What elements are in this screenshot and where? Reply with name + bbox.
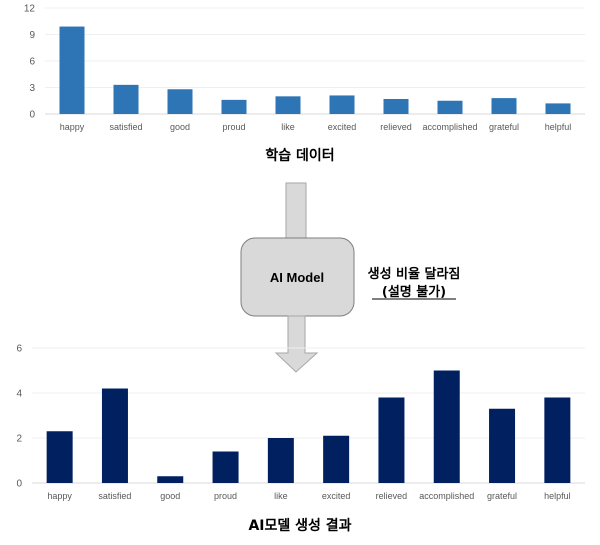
x-tick-label: like: [274, 491, 288, 501]
ai-model-label: AI Model: [270, 270, 324, 285]
x-tick-label: grateful: [487, 491, 517, 501]
y-tick-label: 0: [16, 479, 22, 490]
bar-relieved: [378, 397, 405, 483]
x-tick-label: accomplished: [422, 122, 477, 132]
x-tick-label: happy: [47, 491, 72, 501]
bar-satisfied: [113, 84, 139, 114]
x-tick-label: grateful: [489, 122, 519, 132]
y-tick-label: 6: [29, 57, 35, 68]
y-tick-label: 0: [29, 110, 35, 121]
ratio-note-line2: (설명 불가): [382, 284, 446, 300]
bar-happy: [46, 431, 73, 483]
chart1-caption: 학습 데이터: [265, 147, 334, 164]
x-tick-label: relieved: [380, 122, 412, 132]
bar-helpful: [544, 397, 571, 483]
x-tick-label: excited: [328, 122, 357, 132]
bar-happy: [59, 26, 85, 114]
ai-output-chart: 0 2 4 6 happy satisfied good proud like excited re…: [16, 344, 585, 501]
x-tick-label: good: [170, 122, 190, 132]
flow-arrow-head: [274, 315, 319, 373]
y-tick-label: 4: [16, 389, 22, 400]
bar-good: [167, 89, 193, 114]
bar-helpful: [545, 103, 571, 114]
x-tick-label: satisfied: [98, 491, 131, 501]
x-tick-label: excited: [322, 491, 351, 501]
bar-like: [275, 96, 301, 114]
bar-accomplished: [433, 370, 460, 483]
bar-good: [157, 476, 184, 483]
x-tick-label: proud: [222, 122, 245, 132]
x-tick-label: satisfied: [109, 122, 142, 132]
ratio-note-line1: 생성 비율 달라짐: [368, 266, 461, 282]
training-data-chart: 0 3 6 9 12 happy satisfied good proud like excited…: [24, 4, 585, 132]
bar-accomplished: [437, 100, 463, 114]
bar-proud: [212, 451, 239, 483]
bar-grateful: [491, 98, 517, 114]
bar-proud: [221, 99, 247, 114]
x-tick-label: helpful: [544, 491, 571, 501]
bar-satisfied: [101, 388, 128, 483]
y-tick-label: 6: [16, 344, 22, 355]
bar-excited: [323, 435, 350, 483]
x-tick-label: like: [281, 122, 295, 132]
y-tick-label: 9: [29, 30, 35, 41]
y-tick-label: 12: [24, 4, 36, 15]
x-tick-label: accomplished: [419, 491, 474, 501]
x-tick-label: good: [160, 491, 180, 501]
x-tick-label: proud: [214, 491, 237, 501]
chart2-caption: AI모델 생성 결과: [248, 517, 351, 534]
flow-arrow-shaft-top: [285, 182, 307, 241]
y-tick-label: 2: [16, 434, 22, 445]
y-tick-label: 3: [29, 83, 35, 94]
x-tick-label: happy: [60, 122, 85, 132]
bar-excited: [329, 95, 355, 114]
bar-grateful: [489, 408, 516, 483]
bar-relieved: [383, 98, 409, 114]
x-tick-label: helpful: [545, 122, 572, 132]
bar-like: [267, 438, 294, 483]
x-tick-label: relieved: [376, 491, 408, 501]
